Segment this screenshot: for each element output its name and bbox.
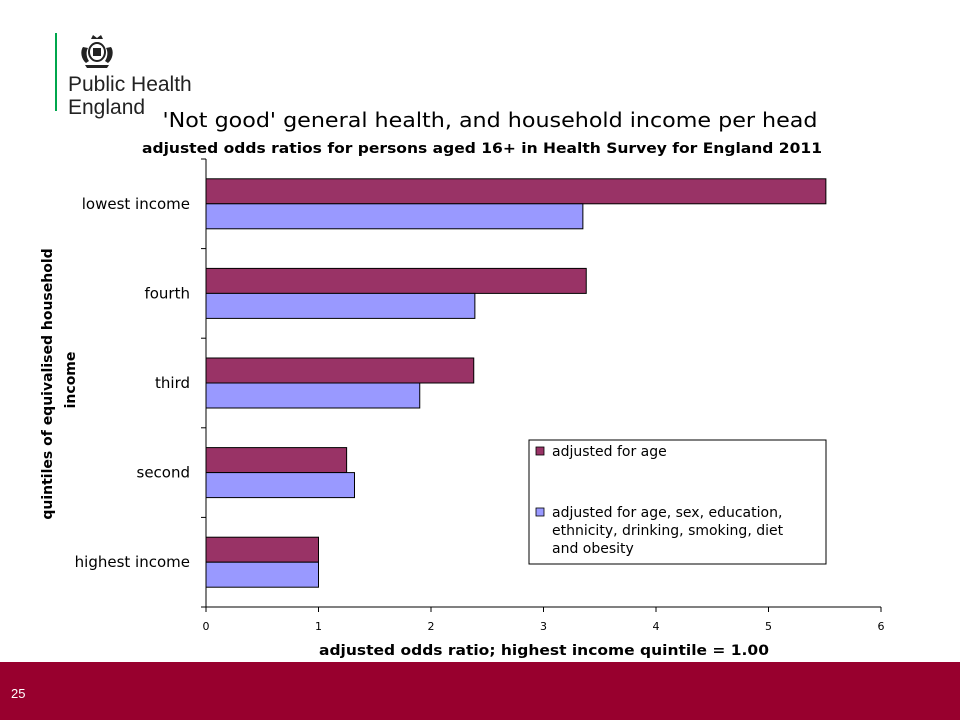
legend-box xyxy=(528,439,827,565)
x-tick-label-6: 6 xyxy=(878,620,885,633)
x-tick-label-1: 1 xyxy=(315,620,322,633)
legend-label-full-adjustment-line3: and obesity xyxy=(552,541,634,557)
plot-area: lowest income fourth third second highest in… xyxy=(75,158,885,633)
bar-age-second xyxy=(205,447,348,474)
bar-full-adjustment-fourth xyxy=(205,292,476,319)
y-tick-label-third: third xyxy=(155,374,190,392)
x-tick-label-0: 0 xyxy=(203,620,210,633)
page-number: 25 xyxy=(11,686,26,701)
chart-subtitle: adjusted odds ratios for persons aged 16… xyxy=(142,141,822,157)
y-axis-title-line2: income xyxy=(63,352,79,409)
bar-age-highest-income xyxy=(205,536,319,563)
logo-wordmark-line1: Public Health xyxy=(68,73,192,96)
bar-full-adjustment-lowest-income xyxy=(205,203,584,230)
bar-age-fourth xyxy=(205,267,587,294)
logo-accent-rule xyxy=(55,33,57,111)
footer-bar: 25 xyxy=(0,662,960,720)
x-tick-label-3: 3 xyxy=(540,620,547,633)
logo-wordmark: Public Health England xyxy=(68,73,192,119)
legend-swatch-full-adjustment xyxy=(535,507,545,517)
x-tick-label-4: 4 xyxy=(653,620,660,633)
x-tick-label-2: 2 xyxy=(428,620,435,633)
legend: adjusted for age adjusted for age, sex, … xyxy=(528,439,827,565)
y-tick-label-fourth: fourth xyxy=(144,284,190,302)
x-axis-title: adjusted odds ratio; highest income quin… xyxy=(319,643,769,659)
legend-label-full-adjustment-line2: ethnicity, drinking, smoking, diet xyxy=(552,523,784,539)
y-tick-label-highest-income: highest income xyxy=(75,553,190,571)
y-tick-label-lowest-income: lowest income xyxy=(82,195,190,213)
bar-full-adjustment-third xyxy=(205,382,421,409)
bar-age-lowest-income xyxy=(205,178,827,205)
logo-wordmark-line2: England xyxy=(68,96,146,119)
y-tick-label-second: second xyxy=(137,464,191,482)
bar-full-adjustment-highest-income xyxy=(205,561,319,588)
bar-age-third xyxy=(205,357,475,384)
y-axis-title-line1: quintiles of equivalised household xyxy=(40,248,56,519)
royal-crest-icon xyxy=(81,35,113,68)
legend-swatch-age xyxy=(535,446,545,456)
legend-label-age: adjusted for age xyxy=(552,444,667,460)
bar-full-adjustment-second xyxy=(205,472,355,499)
phe-logo: Public Health England xyxy=(55,33,215,119)
chart-title: 'Not good' general health, and household… xyxy=(163,108,818,132)
x-tick-label-5: 5 xyxy=(765,620,772,633)
legend-label-full-adjustment-line1: adjusted for age, sex, education, xyxy=(552,505,782,521)
